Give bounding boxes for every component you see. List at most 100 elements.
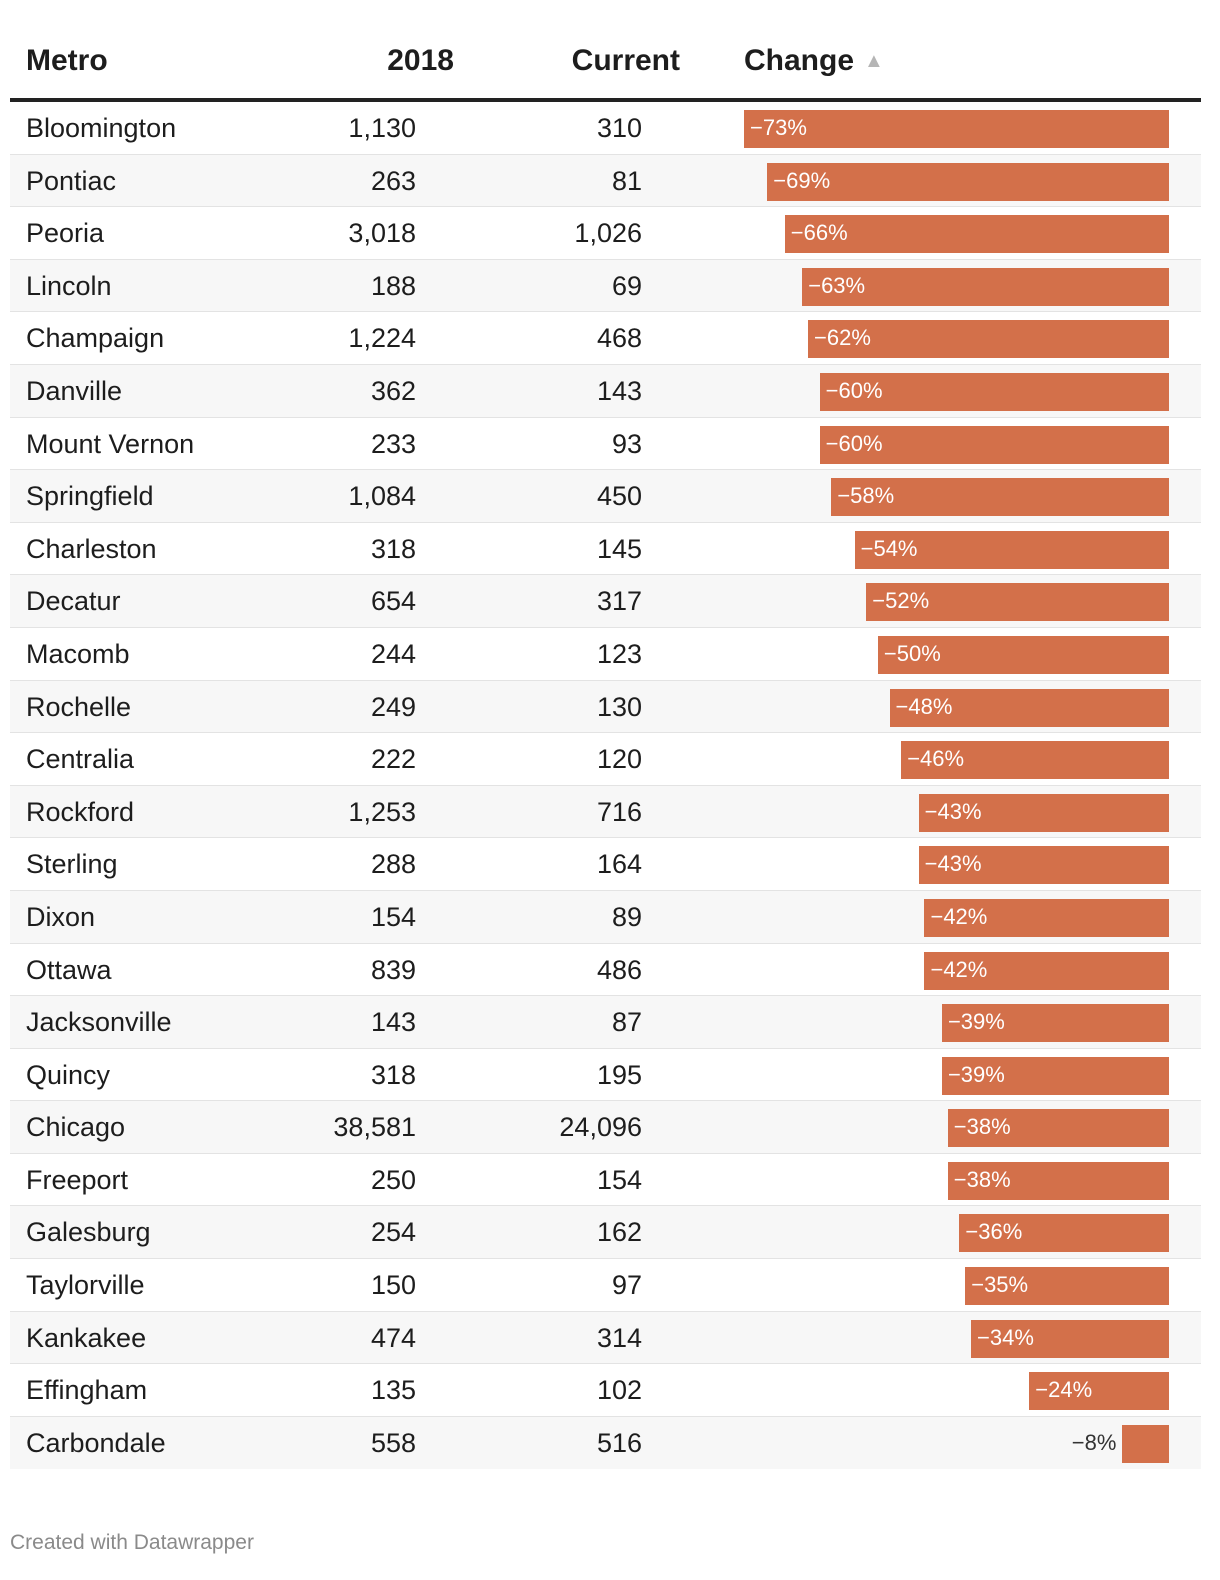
- value-current-cell: 93: [611, 428, 642, 459]
- table-row: Freeport 250 154 −38%: [10, 1153, 1201, 1207]
- value-2018-cell: 318: [370, 533, 416, 564]
- metro-cell: Freeport: [26, 1164, 129, 1195]
- table-row: Champaign 1,224 468 −62%: [10, 312, 1201, 365]
- metro-cell: Peoria: [26, 218, 105, 249]
- value-current-cell: 143: [596, 375, 642, 406]
- metro-cell: Jacksonville: [26, 1007, 172, 1038]
- value-2018-cell: 362: [370, 375, 416, 406]
- change-bar: [965, 1267, 1169, 1306]
- table-row: Macomb 244 123 −50%: [10, 627, 1201, 681]
- table-row: Danville 362 143 −60%: [10, 364, 1201, 418]
- metro-cell: Carbondale: [26, 1427, 166, 1458]
- column-header-2018[interactable]: 2018: [387, 44, 454, 77]
- metro-cell: Quincy: [26, 1059, 111, 1090]
- table-row: Decatur 654 317 −52%: [10, 575, 1201, 628]
- value-2018-cell: 1,130: [348, 113, 416, 143]
- table-row: Taylorville 150 97 −35%: [10, 1259, 1201, 1312]
- change-label: −54%: [860, 535, 918, 561]
- column-header-metro[interactable]: Metro: [26, 44, 108, 77]
- metro-cell: Lincoln: [26, 270, 112, 301]
- table-row: Charleston 318 145 −54%: [10, 522, 1201, 576]
- change-label: −38%: [953, 1114, 1011, 1140]
- column-header-change-label: Change: [744, 44, 855, 77]
- value-2018-cell: 250: [370, 1164, 416, 1195]
- change-bar: [947, 1161, 1169, 1200]
- value-2018-cell: 1,253: [348, 796, 416, 827]
- metro-cell: Macomb: [26, 638, 130, 669]
- table-row: Bloomington 1,130 310 −73%: [10, 102, 1201, 155]
- value-current-cell: 162: [596, 1217, 642, 1248]
- value-2018-cell: 254: [370, 1217, 416, 1248]
- value-2018-cell: 143: [370, 1007, 416, 1038]
- column-header-current[interactable]: Current: [571, 44, 680, 77]
- table-row: Chicago 38,581 24,096 −38%: [10, 1101, 1201, 1154]
- value-current-cell: 102: [596, 1375, 642, 1406]
- table-body: Bloomington 1,130 310 −73% Pontiac 263 81 −69% P…: [10, 102, 1201, 1470]
- value-2018-cell: 839: [370, 954, 416, 985]
- value-current-cell: 145: [596, 533, 642, 564]
- change-label: −38%: [953, 1166, 1011, 1192]
- value-current-cell: 310: [596, 113, 642, 143]
- change-bar: [784, 215, 1169, 254]
- value-2018-cell: 222: [370, 744, 416, 775]
- value-2018-cell: 558: [370, 1427, 416, 1458]
- change-label: −60%: [825, 377, 883, 403]
- change-label: −42%: [930, 903, 988, 929]
- metro-cell: Galesburg: [26, 1217, 151, 1248]
- value-current-cell: 1,026: [574, 218, 642, 249]
- value-2018-cell: 38,581: [333, 1112, 416, 1143]
- change-label: −60%: [825, 430, 883, 456]
- value-2018-cell: 249: [370, 691, 416, 722]
- value-current-cell: 123: [596, 638, 642, 669]
- value-current-cell: 97: [611, 1270, 642, 1301]
- value-2018-cell: 654: [370, 586, 416, 617]
- change-label: −43%: [924, 798, 982, 824]
- value-current-cell: 120: [596, 744, 642, 775]
- change-bar: [941, 1056, 1169, 1095]
- table-header: Metro 2018 Current Change ▲: [10, 0, 1201, 102]
- value-current-cell: 154: [596, 1164, 642, 1195]
- metro-cell: Rochelle: [26, 691, 132, 722]
- column-header-change[interactable]: Change ▲: [744, 44, 884, 78]
- change-label: −63%: [808, 272, 866, 298]
- table-row: Effingham 135 102 −24%: [10, 1364, 1201, 1417]
- metro-cell: Ottawa: [26, 954, 112, 985]
- value-2018-cell: 3,018: [348, 218, 416, 249]
- change-label: −24%: [1035, 1377, 1093, 1403]
- metro-cell: Pontiac: [26, 165, 117, 196]
- table-row: Centralia 222 120 −46%: [10, 733, 1201, 786]
- value-2018-cell: 233: [370, 428, 416, 459]
- value-2018-cell: 150: [370, 1270, 416, 1301]
- data-table: Metro 2018 Current Change ▲ Bloomington 1,…: [10, 0, 1201, 1470]
- change-label: −39%: [947, 1009, 1005, 1035]
- table-row: Kankakee 474 314 −34%: [10, 1311, 1201, 1365]
- change-label: −50%: [883, 640, 941, 666]
- change-bar: [901, 741, 1169, 780]
- change-bar: [959, 1214, 1169, 1253]
- change-label: −43%: [924, 851, 982, 877]
- sort-ascending-icon[interactable]: ▲: [864, 50, 884, 72]
- change-bar: [1029, 1372, 1169, 1411]
- metro-cell: Champaign: [26, 323, 165, 354]
- value-2018-cell: 1,084: [348, 481, 416, 512]
- change-label: −73%: [750, 115, 807, 140]
- change-bar: [924, 898, 1169, 937]
- value-current-cell: 164: [596, 849, 642, 880]
- value-current-cell: 89: [611, 901, 642, 932]
- metro-cell: Bloomington: [26, 113, 177, 143]
- metro-cell: Springfield: [26, 481, 154, 512]
- metro-cell: Danville: [26, 375, 123, 406]
- value-current-cell: 516: [596, 1427, 642, 1458]
- change-label: −46%: [907, 746, 965, 772]
- table-row: Galesburg 254 162 −36%: [10, 1206, 1201, 1260]
- change-bar: [971, 1319, 1169, 1358]
- change-bar: [802, 267, 1169, 306]
- change-label: −8%: [1071, 1429, 1117, 1455]
- change-label: −69%: [773, 167, 831, 193]
- change-bar: [1122, 1424, 1169, 1463]
- table-row: Quincy 318 195 −39%: [10, 1048, 1201, 1102]
- table-row: Sterling 288 164 −43%: [10, 838, 1201, 891]
- change-bar: [941, 1004, 1169, 1043]
- value-current-cell: 450: [596, 481, 642, 512]
- value-2018-cell: 244: [370, 638, 416, 669]
